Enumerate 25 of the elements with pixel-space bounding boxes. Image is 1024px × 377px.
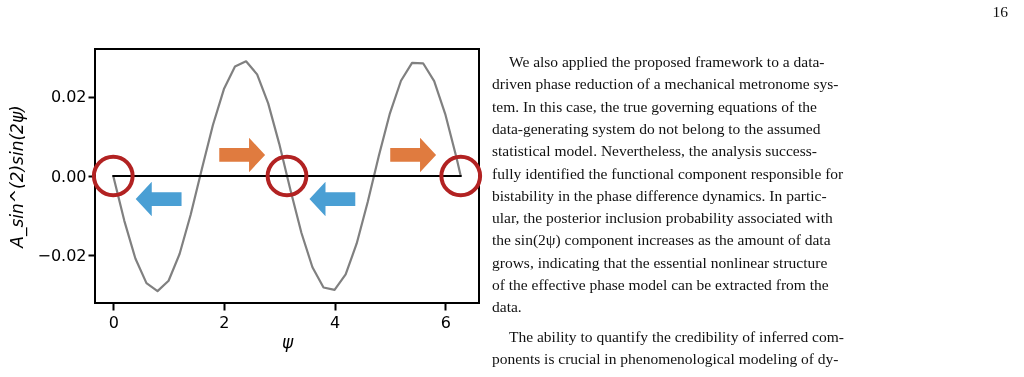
text: fully identified the functional component responsible for bbox=[492, 164, 845, 182]
text: ular, the posterior inclusion probability associated with bbox=[492, 209, 833, 227]
x-tick-label: 0 bbox=[108, 312, 119, 332]
text: of the effective phase model can be extracted from the bbox=[492, 276, 829, 293]
x-tick-label: 6 bbox=[440, 312, 451, 332]
text: tem. In this case, the true governing equations of the bbox=[492, 97, 818, 115]
text: We also applied the proposed framework to a data- bbox=[509, 53, 825, 70]
text: data. bbox=[492, 298, 522, 316]
text: the sin(2ψ) component increases as the amount of data bbox=[492, 231, 831, 250]
text: The ability to quantify the credibility of inferred com- bbox=[509, 327, 844, 345]
x-tick-label: 2 bbox=[219, 312, 230, 332]
text: bistability in the phase difference dynamics. In partic- bbox=[492, 186, 827, 204]
y-tick-label: 0.00 bbox=[50, 166, 87, 186]
y-tick-label: 0.02 bbox=[50, 87, 87, 107]
text: statistical model. Nevertheless, the analysis success- bbox=[492, 142, 817, 160]
text: grows, indicating that the essential nonlinear structure bbox=[492, 253, 828, 271]
x-tick-label: 4 bbox=[329, 312, 341, 332]
text: data-generating system do not belong to the assumed bbox=[492, 119, 821, 137]
line-series bbox=[112, 60, 462, 293]
y-axis-title: A_sin^(2)sin(2ψ) bbox=[7, 105, 29, 249]
text: 16 bbox=[992, 3, 1009, 20]
y-tick-label: −0.02 bbox=[37, 245, 87, 265]
x-axis-title: ψ bbox=[281, 331, 294, 352]
text: driven phase reduction of a mechanical metronome sys- bbox=[492, 75, 839, 93]
text: ponents is crucial in phenomenological modeling of dy- bbox=[492, 349, 839, 367]
